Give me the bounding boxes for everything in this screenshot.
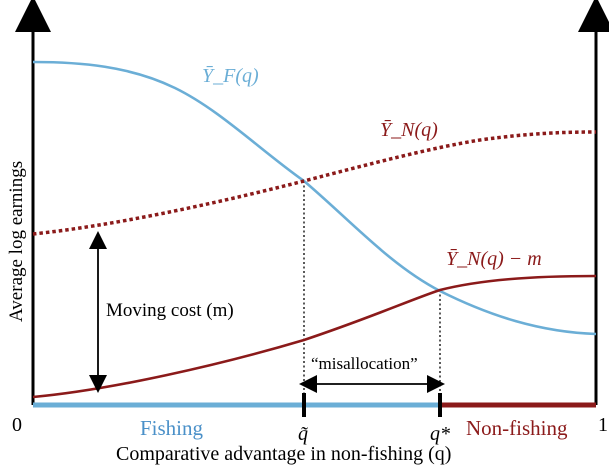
misallocation-label: “misallocation” <box>311 354 418 373</box>
end-label: 1 <box>598 414 608 436</box>
y-axis-title: Average log earnings <box>6 161 27 322</box>
yn-curve <box>32 130 597 236</box>
yn-minus-m-curve <box>32 274 597 399</box>
yf-label: Ȳ_F(q) <box>202 65 259 87</box>
yf-curve <box>32 60 597 336</box>
q-tilde-label: q̃ <box>298 423 308 445</box>
x-axis-title: Comparative advantage in non-fishing (q) <box>116 443 451 465</box>
q-star-label: q* <box>430 423 450 445</box>
moving-cost-label: Moving cost (m) <box>106 300 234 321</box>
fishing-label: Fishing <box>140 416 204 440</box>
yn-minus-m-label: Ȳ_N(q) − m <box>446 248 542 270</box>
non-fishing-label: Non-fishing <box>466 416 568 440</box>
origin-label: 0 <box>12 414 22 436</box>
yn-label: Ȳ_N(q) <box>380 119 438 141</box>
